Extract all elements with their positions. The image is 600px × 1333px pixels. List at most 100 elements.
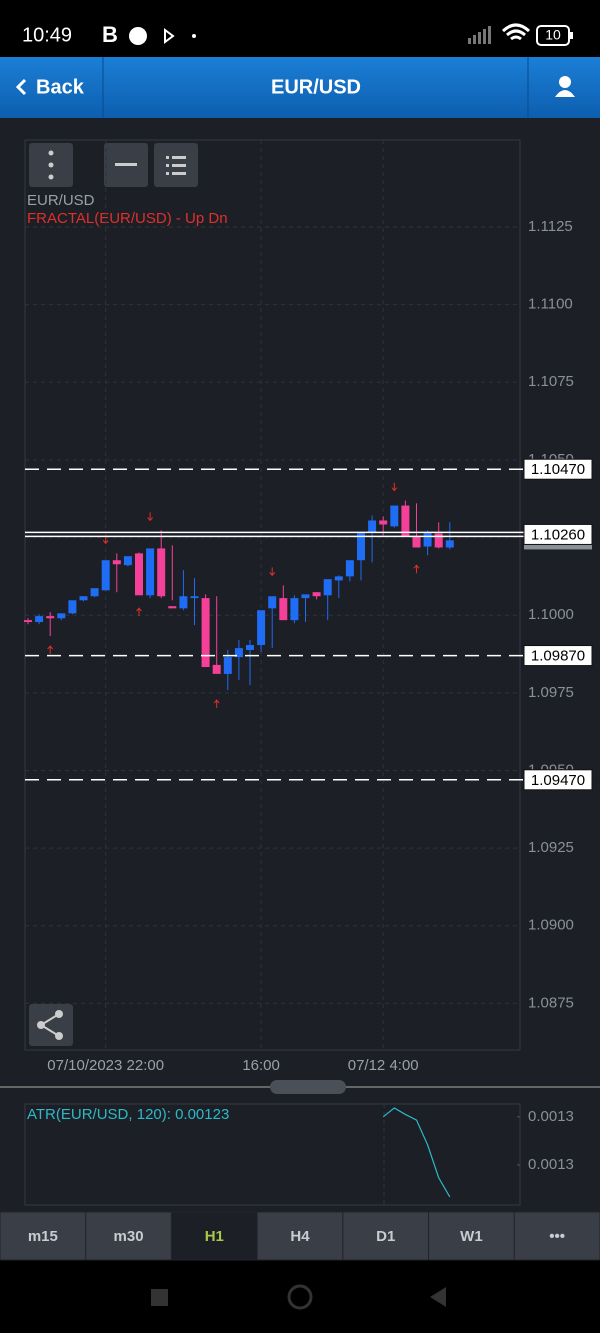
timeframe-tab[interactable] [513,1211,600,1261]
level-label-box [523,645,593,667]
header [0,57,600,118]
candle-body [123,556,132,566]
fractal-down [391,482,398,492]
candle-body [301,594,310,599]
candle-body [323,579,332,596]
status-dot [192,34,196,38]
back-label[interactable]: Back [36,76,85,98]
timeframe-label[interactable]: m15 [28,1228,58,1245]
plot-frame [24,139,521,1051]
chart-area [0,118,600,1212]
fractal-up [413,564,420,574]
y-tick-label: 1.1125 [528,218,573,235]
back-button[interactable]: Back [15,76,85,98]
level-label-box [523,458,593,480]
timeframe-tab[interactable] [85,1211,172,1261]
x-tick-label: 07/10/2023 22:00 [47,1057,164,1074]
level-label-box [523,523,593,545]
candle-body [357,532,365,561]
header-title: EUR/USD [271,76,361,98]
y-tick-label: 1.0975 [528,684,574,701]
candle-body [445,540,454,548]
timeframe-label[interactable]: H4 [290,1228,310,1245]
timeframe-tab[interactable] [428,1211,515,1261]
fractal-up [47,645,54,654]
timeframe-tab[interactable] [342,1211,430,1261]
indicator-label: FRACTAL(EUR/USD) - Up Dn [27,210,228,227]
y-tick-label: 1.1100 [528,296,573,313]
timeframe-label[interactable]: W1 [460,1228,483,1245]
candle-body [223,657,232,674]
battery-tip [570,32,573,39]
candle-body [79,596,88,601]
x-tick-label: 07/12 4:00 [348,1057,419,1074]
fractal-down [147,512,153,522]
candle-body [379,520,388,525]
candle-body [90,588,99,597]
status-icon [164,28,175,44]
candle-body [35,616,44,623]
y-tick-label: 0.0013 [528,1108,574,1125]
candle-body [257,610,266,646]
candle-body [334,576,343,581]
status-icon: B [102,22,118,47]
candle-body [112,560,121,565]
candle-body [434,533,443,548]
candle-body [201,598,210,668]
level-label: 1.09870 [531,648,585,665]
candle-body [423,532,432,547]
y-tick-label: 1.0875 [528,994,574,1011]
fractal-down [269,567,276,577]
level-label-box [523,769,593,791]
candle-body [401,505,410,537]
splitter-handle[interactable] [270,1080,346,1094]
timeframe-label[interactable]: H1 [205,1228,224,1245]
candle-body [146,548,155,596]
candle-body [234,648,243,658]
fractal-up [213,699,220,709]
recents-button[interactable] [151,1289,168,1306]
candle-body [212,664,221,674]
candle-body [135,553,143,596]
candle-body [46,616,55,619]
indicator-frame [24,1103,521,1206]
candle-body [57,613,66,619]
candle-body [68,600,77,614]
candle-body [190,596,199,599]
y-tick-label: 1.1075 [528,373,574,390]
timeframe-tab[interactable] [170,1211,258,1261]
back-nav-button[interactable] [430,1287,446,1307]
candle-body [246,645,254,650]
indicator-line [382,1107,451,1198]
candle-body [312,592,321,597]
chart-title: EUR/USD [27,192,95,209]
nav-bar [0,1260,600,1333]
user-button[interactable] [555,76,575,97]
timeframe-label[interactable]: D1 [376,1228,395,1245]
candle-body [179,596,188,609]
level-label: 1.10470 [531,461,585,478]
candle-body [290,598,299,621]
status-bar [0,0,600,57]
timeframe-tab[interactable] [0,1211,87,1261]
home-button[interactable] [287,1284,313,1310]
indicator-title: ATR(EUR/USD, 120): 0.00123 [27,1106,229,1123]
clock: 10:49 [22,24,72,46]
candle-body [390,505,399,527]
level-label: 1.10260 [531,526,585,543]
timeframe-label[interactable]: ••• [549,1228,565,1245]
price-strip [524,544,592,550]
y-tick-label: 1.0900 [528,917,574,934]
candle-body [168,606,177,609]
toolbar [29,143,198,187]
status-icon [129,27,147,45]
timeframe-label[interactable]: m30 [114,1228,144,1245]
battery-level: 10 [545,27,561,43]
y-tick-label: 1.0925 [528,839,574,856]
signal-icon [468,26,491,44]
candle-body [24,620,32,623]
share-button[interactable] [29,1004,73,1046]
candle-body [279,598,288,621]
